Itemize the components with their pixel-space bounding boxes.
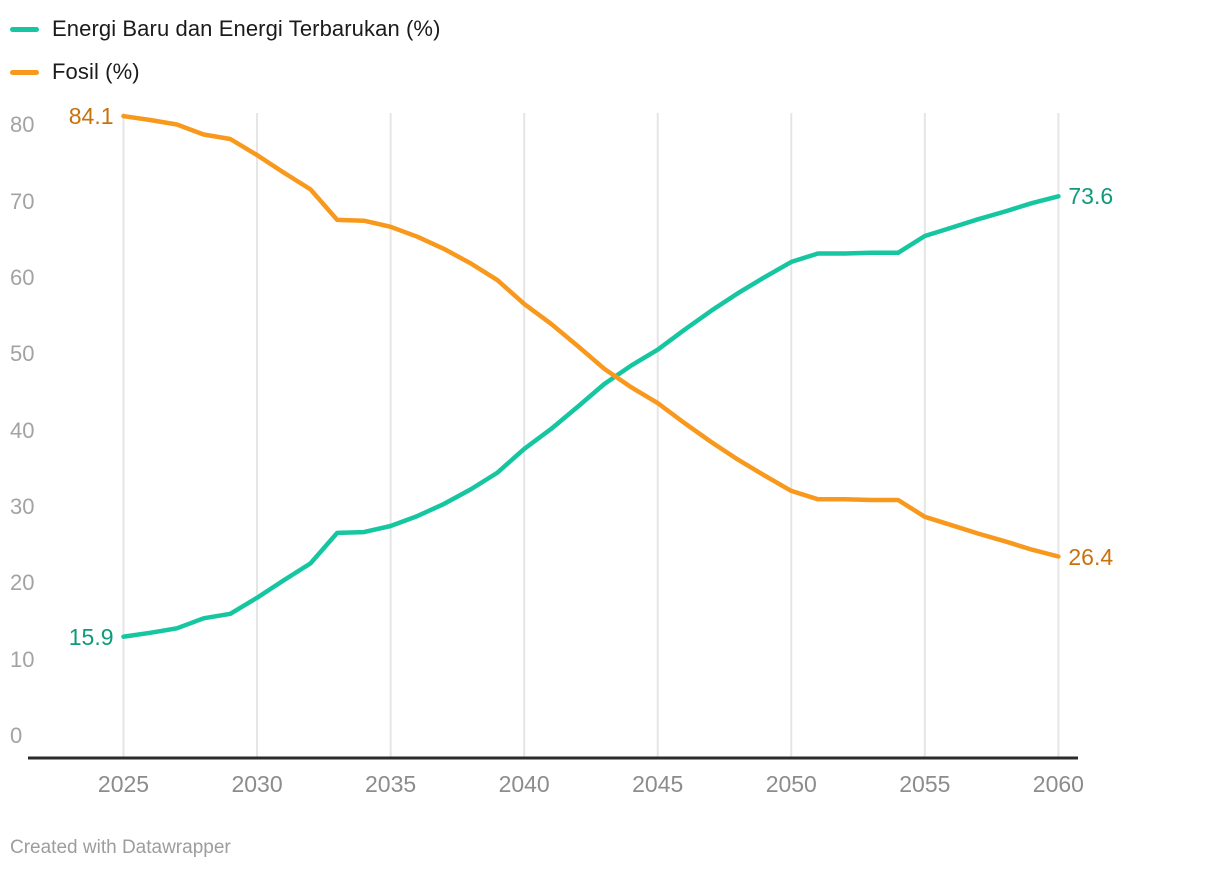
renewable-line-swatch-icon: [10, 26, 39, 32]
x-tick-label-2025: 2025: [97, 771, 150, 797]
y-tick-label-80: 80: [10, 112, 35, 138]
fossil-line: [121, 113, 1061, 559]
renewable-line: [121, 194, 1061, 639]
y-tick-label-40: 40: [10, 417, 35, 443]
x-tick-label-2030: 2030: [231, 771, 283, 797]
x-tick-label-2035: 2035: [365, 771, 417, 797]
fossil-end-value-label: 26.4: [1068, 543, 1114, 570]
legend-item-renewable: Energi Baru dan Energi Terbarukan (%): [10, 14, 441, 44]
renewable-end-value-label: 73.6: [1068, 183, 1114, 210]
legend-item-fossil: Fosil (%): [10, 57, 441, 87]
x-tick-label-2050: 2050: [765, 771, 817, 797]
x-tick-label-2055: 2055: [899, 771, 951, 797]
datawrapper-attribution: Created with Datawrapper: [10, 837, 231, 858]
y-tick-label-10: 10: [10, 646, 35, 672]
x-tick-label-2060: 2060: [1032, 771, 1084, 797]
fossil-start-value-label: 84.1: [68, 103, 114, 130]
y-tick-label-20: 20: [10, 570, 35, 596]
y-tick-label-50: 50: [10, 341, 35, 367]
y-tick-label-30: 30: [10, 494, 35, 520]
renewable-start-value-label: 15.9: [68, 623, 114, 650]
y-tick-label-60: 60: [10, 265, 35, 291]
x-tick-label-2045: 2045: [632, 771, 684, 797]
legend: Energi Baru dan Energi Terbarukan (%) Fo…: [10, 14, 441, 87]
fossil-line-swatch-icon: [10, 69, 39, 75]
x-tick-label-2040: 2040: [498, 771, 550, 797]
y-tick-label-70: 70: [10, 188, 35, 214]
legend-label-fossil: Fosil (%): [52, 59, 140, 84]
legend-label-renewable: Energi Baru dan Energi Terbarukan (%): [52, 16, 441, 41]
y-tick-label-0: 0: [10, 723, 23, 748]
